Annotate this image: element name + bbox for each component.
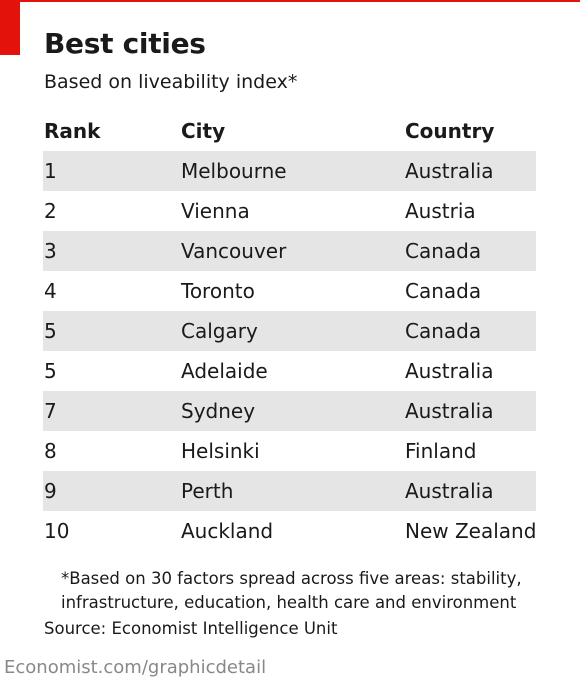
column-header-rank: Rank [44, 119, 101, 143]
table-row: 8 Helsinki Finland [43, 431, 536, 471]
table-row: 10 Auckland New Zealand [43, 511, 536, 551]
rank-cell: 3 [44, 239, 57, 263]
footnote: *Based on 30 factors spread across five … [61, 567, 551, 615]
rank-cell: 8 [44, 439, 57, 463]
top-accent-rule [0, 0, 580, 2]
city-cell: Perth [181, 479, 234, 503]
table-row: 5 Adelaide Australia [43, 351, 536, 391]
rank-cell: 10 [44, 519, 70, 543]
table-header-row: Rank City Country [43, 110, 536, 151]
rank-cell: 7 [44, 399, 57, 423]
city-cell: Sydney [181, 399, 256, 423]
rank-cell: 4 [44, 279, 57, 303]
country-cell: Australia [405, 159, 494, 183]
chart-title: Best cities [44, 27, 206, 60]
rankings-table: Rank City Country 1 Melbourne Australia … [43, 110, 536, 551]
city-cell: Toronto [181, 279, 255, 303]
city-cell: Helsinki [181, 439, 260, 463]
city-cell: Melbourne [181, 159, 287, 183]
city-cell: Auckland [181, 519, 274, 543]
table-row: 2 Vienna Austria [43, 191, 536, 231]
red-tab-marker [0, 0, 20, 55]
country-cell: Australia [405, 359, 494, 383]
country-cell: Australia [405, 479, 494, 503]
table-row: 5 Calgary Canada [43, 311, 536, 351]
column-header-country: Country [405, 119, 495, 143]
rank-cell: 2 [44, 199, 57, 223]
rank-cell: 5 [44, 359, 57, 383]
source-note: Source: Economist Intelligence Unit [44, 619, 338, 638]
country-cell: Australia [405, 399, 494, 423]
country-cell: Canada [405, 279, 482, 303]
chart-subtitle: Based on liveability index* [44, 71, 298, 93]
table-row: 4 Toronto Canada [43, 271, 536, 311]
city-cell: Vienna [181, 199, 250, 223]
site-credit: Economist.com/graphicdetail [4, 657, 267, 678]
city-cell: Vancouver [181, 239, 287, 263]
city-cell: Calgary [181, 319, 258, 343]
country-cell: Canada [405, 319, 482, 343]
column-header-city: City [181, 119, 226, 143]
rank-cell: 5 [44, 319, 57, 343]
country-cell: Austria [405, 199, 476, 223]
footnote-line-2: infrastructure, education, health care a… [61, 593, 517, 612]
country-cell: Finland [405, 439, 477, 463]
table-row: 9 Perth Australia [43, 471, 536, 511]
footnote-line-1: *Based on 30 factors spread across five … [61, 569, 522, 588]
table-row: 7 Sydney Australia [43, 391, 536, 431]
rank-cell: 9 [44, 479, 57, 503]
country-cell: New Zealand [405, 519, 537, 543]
city-cell: Adelaide [181, 359, 268, 383]
rank-cell: 1 [44, 159, 57, 183]
country-cell: Canada [405, 239, 482, 263]
table-row: 1 Melbourne Australia [43, 151, 536, 191]
table-row: 3 Vancouver Canada [43, 231, 536, 271]
